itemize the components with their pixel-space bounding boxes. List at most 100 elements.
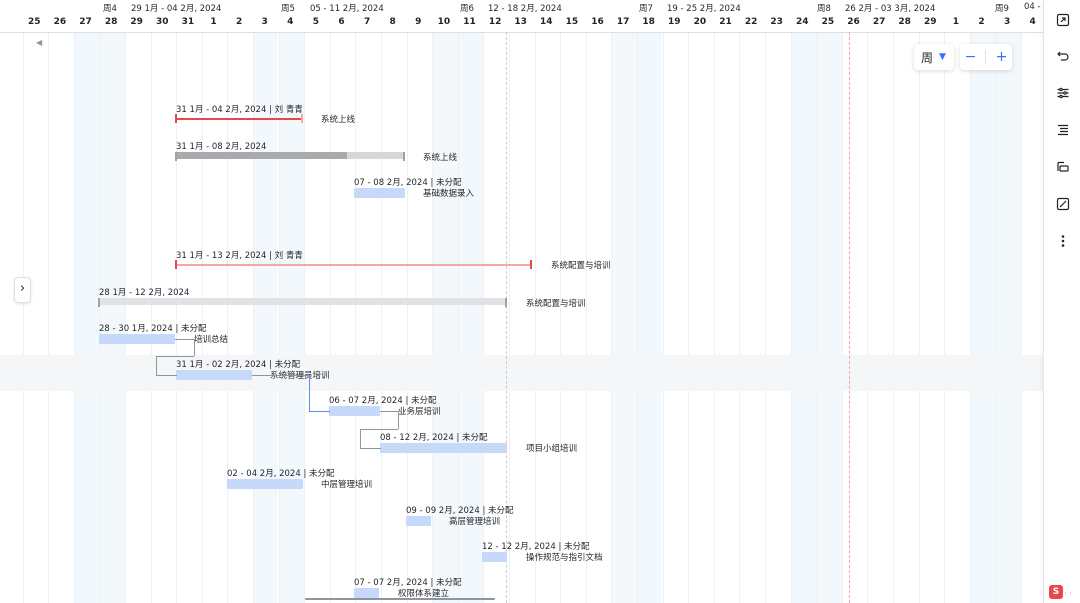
critical-bar[interactable] xyxy=(176,264,531,266)
day-column xyxy=(713,0,740,603)
task-name[interactable]: 权限体系建立 xyxy=(398,589,450,599)
task-name[interactable]: 业务层培训 xyxy=(398,407,441,417)
summary-bar[interactable] xyxy=(176,152,404,159)
task-name[interactable]: 中层管理培训 xyxy=(321,480,373,490)
day-label: 25 xyxy=(821,17,835,27)
day-column xyxy=(739,0,765,603)
week-range: 04 - 1 xyxy=(1024,2,1043,12)
layout-icon[interactable] xyxy=(1054,158,1072,176)
task-name[interactable]: 系统上线 xyxy=(321,115,356,125)
day-header: 25 26 27 28 29 30 31 1 2 3 4 5 6 7 8 9 10 11 12 13 14 15 16 17 1… xyxy=(0,16,1043,33)
task-name[interactable]: 操作规范与指引文档 xyxy=(526,553,603,563)
day-label: 13 xyxy=(514,17,527,27)
task-date-label: 07 - 07 2月, 2024 | 未分配 xyxy=(354,578,462,588)
zoom-out-button[interactable]: − xyxy=(964,49,977,65)
day-column xyxy=(790,0,817,603)
week-number: 周8 xyxy=(817,4,831,14)
week-number: 周7 xyxy=(639,4,653,14)
today-line xyxy=(849,32,850,603)
dependency-line xyxy=(194,339,195,356)
scroll-left-icon[interactable]: ◀ xyxy=(36,38,43,47)
task-bar[interactable] xyxy=(406,516,431,526)
summary-bar[interactable] xyxy=(99,298,506,305)
dependency-line xyxy=(309,375,330,412)
zoom-controls: − + xyxy=(960,44,1012,70)
day-column xyxy=(48,0,74,603)
day-label: 28 xyxy=(898,17,911,27)
task-bar[interactable] xyxy=(227,479,303,489)
day-label: 25 xyxy=(28,17,41,27)
bar-end-handle[interactable] xyxy=(530,260,532,269)
day-label: 9 xyxy=(415,17,422,27)
task-name[interactable]: 项目小组培训 xyxy=(526,444,578,454)
week-range: 29 1月 - 04 2月, 2024 xyxy=(131,4,222,14)
status-dots-icon: · · xyxy=(1064,589,1072,598)
week-range: 26 2月 - 03 3月, 2024 xyxy=(845,4,936,14)
task-name[interactable]: 系统管理员培训 xyxy=(270,371,330,381)
day-label: 26 xyxy=(53,17,67,27)
bar-start-handle[interactable] xyxy=(175,114,177,123)
task-name[interactable]: 系统配置与培训 xyxy=(551,261,611,271)
task-name[interactable]: 系统上线 xyxy=(423,153,458,163)
day-label: 16 xyxy=(591,17,604,27)
day-label: 28 xyxy=(104,17,118,27)
task-name[interactable]: 培训总结 xyxy=(194,335,229,345)
day-label: 18 xyxy=(642,17,655,27)
day-column xyxy=(611,0,637,603)
task-name[interactable]: 基础数据录入 xyxy=(423,189,475,199)
task-name[interactable]: 高层管理培训 xyxy=(449,517,501,527)
day-label: 3 xyxy=(1003,17,1011,27)
undo-icon[interactable] xyxy=(1054,47,1072,65)
day-label: 4 xyxy=(287,17,294,27)
day-column xyxy=(969,0,996,603)
week-range: 12 - 18 2月, 2024 xyxy=(488,4,562,14)
day-label: 4 xyxy=(1029,17,1036,27)
day-column xyxy=(662,0,689,603)
day-label: 17 xyxy=(616,17,630,27)
align-icon[interactable] xyxy=(1054,121,1072,139)
task-bar[interactable] xyxy=(354,188,405,198)
task-bar[interactable] xyxy=(380,443,507,453)
zoom-in-button[interactable]: + xyxy=(995,49,1008,65)
task-bar[interactable] xyxy=(329,406,380,416)
day-label: 11 xyxy=(463,17,476,27)
task-date-label: 09 - 09 2月, 2024 | 未分配 xyxy=(406,506,514,516)
divider xyxy=(985,50,987,64)
right-toolbar xyxy=(1043,0,1080,603)
bar-start-handle[interactable] xyxy=(175,260,177,269)
zoom-unit-select[interactable]: 周 ▼ xyxy=(914,44,954,70)
summary-cap xyxy=(98,298,100,307)
bar-end-handle[interactable] xyxy=(301,114,303,123)
task-bar[interactable] xyxy=(99,334,175,344)
day-label: 24 xyxy=(796,17,809,27)
task-name[interactable]: 系统配置与培训 xyxy=(526,299,586,309)
fullscreen-icon[interactable] xyxy=(1054,11,1072,29)
day-label: 26 xyxy=(847,17,860,27)
filter-settings-icon[interactable] xyxy=(1054,84,1072,102)
day-label: 5 xyxy=(312,17,320,27)
app-logo-icon: S xyxy=(1049,585,1063,599)
critical-bar[interactable] xyxy=(176,118,302,120)
week-header: 周4 29 1月 - 04 2月, 2024 周5 05 - 11 2月, 20… xyxy=(0,0,1043,17)
task-bar[interactable] xyxy=(482,552,507,562)
day-label: 30 xyxy=(156,17,169,27)
edit-box-icon[interactable] xyxy=(1054,195,1072,213)
horizontal-scrollbar[interactable] xyxy=(305,598,495,600)
summary-cap xyxy=(175,152,177,161)
day-label: 2 xyxy=(235,17,243,27)
week-range: 19 - 25 2月, 2024 xyxy=(667,4,741,14)
day-label: 27 xyxy=(872,17,886,27)
task-bar[interactable] xyxy=(176,370,252,380)
day-column xyxy=(508,0,535,603)
week-number: 周5 xyxy=(281,4,295,14)
task-date-label: 31 1月 - 04 2月, 2024 | 刘 青青 xyxy=(176,105,303,115)
day-label: 12 xyxy=(488,17,502,27)
zoom-unit-label: 周 xyxy=(921,50,934,65)
task-date-label: 28 1月 - 12 2月, 2024 xyxy=(99,288,190,298)
day-column xyxy=(841,0,868,603)
day-column xyxy=(1020,0,1043,603)
more-icon[interactable] xyxy=(1054,232,1072,250)
task-bar[interactable] xyxy=(354,588,379,598)
expand-panel-button[interactable]: › xyxy=(14,277,31,303)
dependency-line xyxy=(156,356,177,376)
